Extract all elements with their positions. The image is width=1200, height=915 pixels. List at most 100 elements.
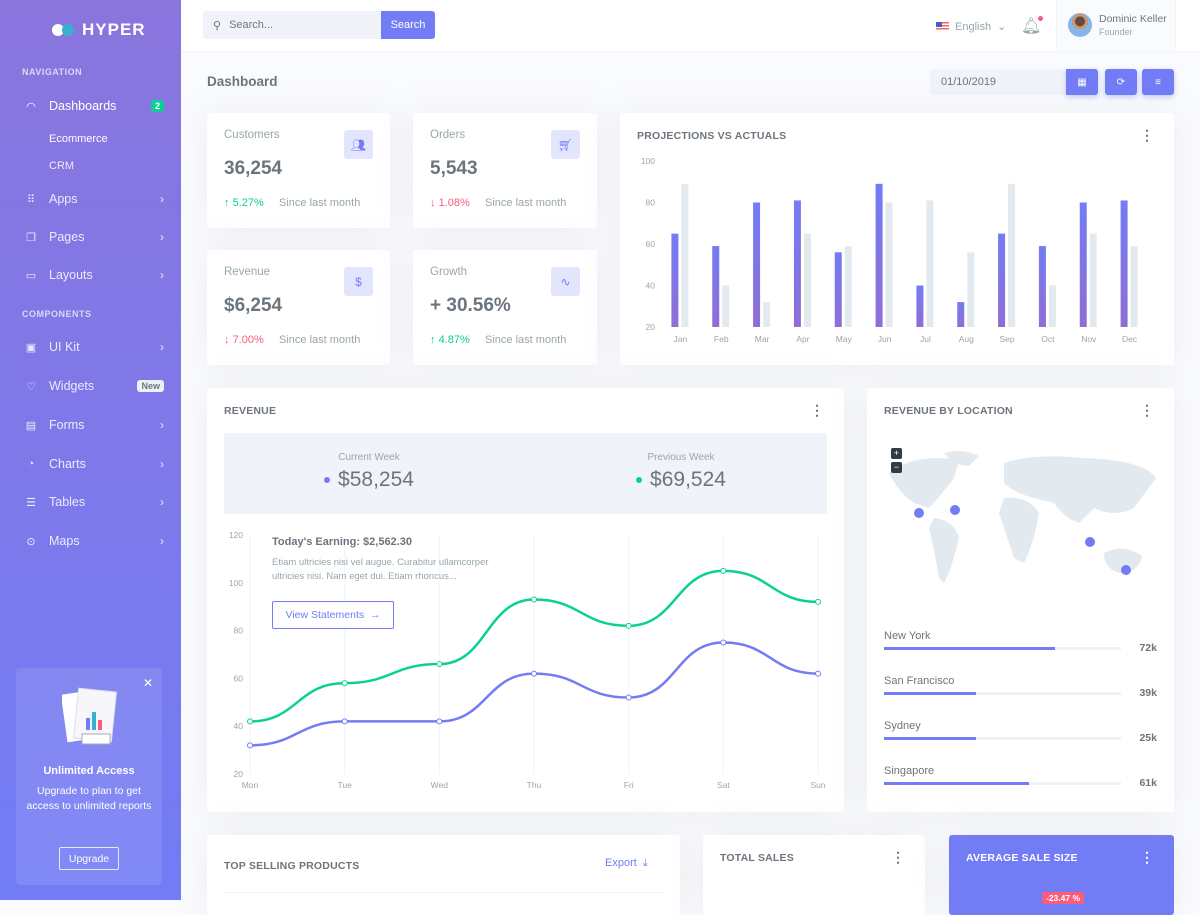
pages-icon: ❐ xyxy=(26,231,36,244)
bell-icon[interactable]: 🔔︎ xyxy=(1021,16,1044,35)
data-point xyxy=(247,742,253,749)
bar xyxy=(1038,246,1046,327)
data-point xyxy=(341,718,348,725)
more-icon[interactable]: ⋮ xyxy=(1140,402,1154,418)
progress-fill xyxy=(884,782,1029,785)
value: $69,524 xyxy=(650,468,726,491)
briefcase-icon: ▣ xyxy=(25,341,37,354)
x-tick-label: Mar xyxy=(755,334,770,344)
sidebar-item-maps[interactable]: ⊙ Maps › xyxy=(24,534,164,548)
pulse-icon: ∿ xyxy=(551,267,580,296)
y-tick-label: 40 xyxy=(646,281,656,291)
view-statements-button[interactable]: View Statements → xyxy=(272,601,394,629)
progress-fill xyxy=(884,647,1055,650)
x-tick-label: Nov xyxy=(1081,334,1097,344)
x-tick-label: May xyxy=(836,334,853,344)
chevron-right-icon: › xyxy=(160,230,164,244)
earning-text: Etiam ultricies nisi vel augue. Curabitu… xyxy=(272,557,489,582)
x-tick-label: Oct xyxy=(1041,334,1055,344)
pie-chart-icon: ◔ xyxy=(27,458,35,470)
more-icon[interactable]: ⋮ xyxy=(891,849,905,865)
filter-button[interactable]: ≡ xyxy=(1142,69,1174,95)
user-menu[interactable]: Dominic Keller Founder xyxy=(1056,0,1176,51)
location-name: New York xyxy=(884,630,931,642)
more-icon[interactable]: ⋮ xyxy=(1140,127,1154,143)
card-title: TOP SELLING PRODUCTS xyxy=(224,860,360,872)
upgrade-button[interactable]: Upgrade xyxy=(59,847,119,870)
map-marker xyxy=(1085,537,1095,547)
heart-icon: ♡ xyxy=(26,380,36,393)
current-week: Current Week $58,254 xyxy=(269,452,469,492)
location-name: Singapore xyxy=(884,765,935,777)
zoom-in-button[interactable]: + xyxy=(891,448,902,459)
sidebar-item-forms[interactable]: ▤ Forms › xyxy=(24,418,164,432)
y-tick-label: 120 xyxy=(229,530,243,540)
data-point xyxy=(720,639,727,646)
search-input[interactable] xyxy=(229,19,370,31)
sidebar-item-charts[interactable]: ◔ Charts › xyxy=(24,457,164,471)
sidebar-item-pages[interactable]: ❐ Pages › xyxy=(24,230,164,244)
bar xyxy=(1120,200,1128,327)
bar xyxy=(844,246,852,327)
chevron-right-icon: › xyxy=(160,192,164,206)
projections-card: PROJECTIONS VS ACTUALS ⋮ 20 40 60 80 100 Jan F… xyxy=(620,113,1174,365)
dot-icon xyxy=(636,477,643,484)
stat-card-revenue: Revenue $6,254 $ ↓ 7.00% Since last month xyxy=(207,250,390,365)
top-selling-card: TOP SELLING PRODUCTS Export ⤓ xyxy=(207,835,680,915)
y-tick-label: 100 xyxy=(229,578,243,588)
language-selector[interactable]: English ⌄ xyxy=(936,20,1006,33)
stat-since: Since last month xyxy=(485,334,567,346)
close-icon[interactable]: ✕ xyxy=(142,676,153,690)
card-title: TOTAL SALES xyxy=(720,852,794,864)
bar xyxy=(998,233,1006,327)
chevron-right-icon: › xyxy=(160,457,164,471)
bar xyxy=(722,285,730,327)
search-button[interactable]: Search xyxy=(381,11,435,39)
sidebar-item-ui-kit[interactable]: ▣ UI Kit › xyxy=(24,340,164,354)
map-marker xyxy=(1121,565,1131,575)
y-tick-label: 20 xyxy=(646,322,656,332)
x-tick-label: Sat xyxy=(717,780,730,790)
more-icon[interactable]: ⋮ xyxy=(1140,849,1154,865)
bar xyxy=(793,200,801,327)
dot-icon xyxy=(324,477,331,484)
brand-name: HYPER xyxy=(82,20,146,39)
location-name: San Francisco xyxy=(884,675,955,687)
sidebar-item-apps[interactable]: ⠿ Apps › xyxy=(24,192,164,206)
data-point xyxy=(436,718,443,725)
stat-value: 36,254 xyxy=(224,158,283,179)
bar xyxy=(916,285,924,327)
refresh-button[interactable]: ⟳ xyxy=(1105,69,1137,95)
sidebar-sub-ecommerce[interactable]: Ecommerce xyxy=(49,133,108,145)
sidebar-item-dashboards[interactable]: ◠ Dashboards 2 xyxy=(24,99,164,113)
user-role: Founder xyxy=(1099,27,1133,37)
sidebar-item-layouts[interactable]: ▭ Layouts › xyxy=(24,268,164,282)
chevron-down-icon: ⌄ xyxy=(997,21,1007,33)
upgrade-promo: ✕ Unlimited Access Upgrade to plan to ge… xyxy=(16,668,162,885)
export-link[interactable]: Export ⤓ xyxy=(605,857,648,869)
x-tick-label: Sun xyxy=(810,780,825,790)
page-title: Dashboard xyxy=(207,74,278,89)
logo[interactable]: HYPER xyxy=(52,20,146,40)
sidebar-item-widgets[interactable]: ♡ Widgets New xyxy=(24,379,164,393)
calendar-button[interactable]: ▦ xyxy=(1066,69,1098,95)
x-tick-label: Feb xyxy=(714,334,729,344)
zoom-out-button[interactable]: − xyxy=(891,462,902,473)
more-icon[interactable]: ⋮ xyxy=(810,402,824,418)
stat-label: Growth xyxy=(430,266,468,278)
label: UI Kit xyxy=(49,340,80,354)
bar xyxy=(671,233,679,327)
progress-fill xyxy=(884,692,977,695)
location-value: 25k xyxy=(1139,732,1157,744)
x-tick-label: Jan xyxy=(674,334,688,344)
download-icon: ⤓ xyxy=(642,857,648,869)
x-tick-label: Fri xyxy=(624,780,634,790)
filter-icon: ≡ xyxy=(1155,76,1161,88)
sidebar-item-tables[interactable]: ☰ Tables › xyxy=(24,495,164,509)
date-input[interactable]: 01/10/2019 xyxy=(930,69,1066,95)
stat-change: ↓ 7.00% xyxy=(224,334,264,346)
label: Forms xyxy=(49,418,85,432)
value: $58,254 xyxy=(338,468,414,491)
stat-value: $6,254 xyxy=(224,295,283,316)
sidebar-sub-crm[interactable]: CRM xyxy=(49,160,75,172)
